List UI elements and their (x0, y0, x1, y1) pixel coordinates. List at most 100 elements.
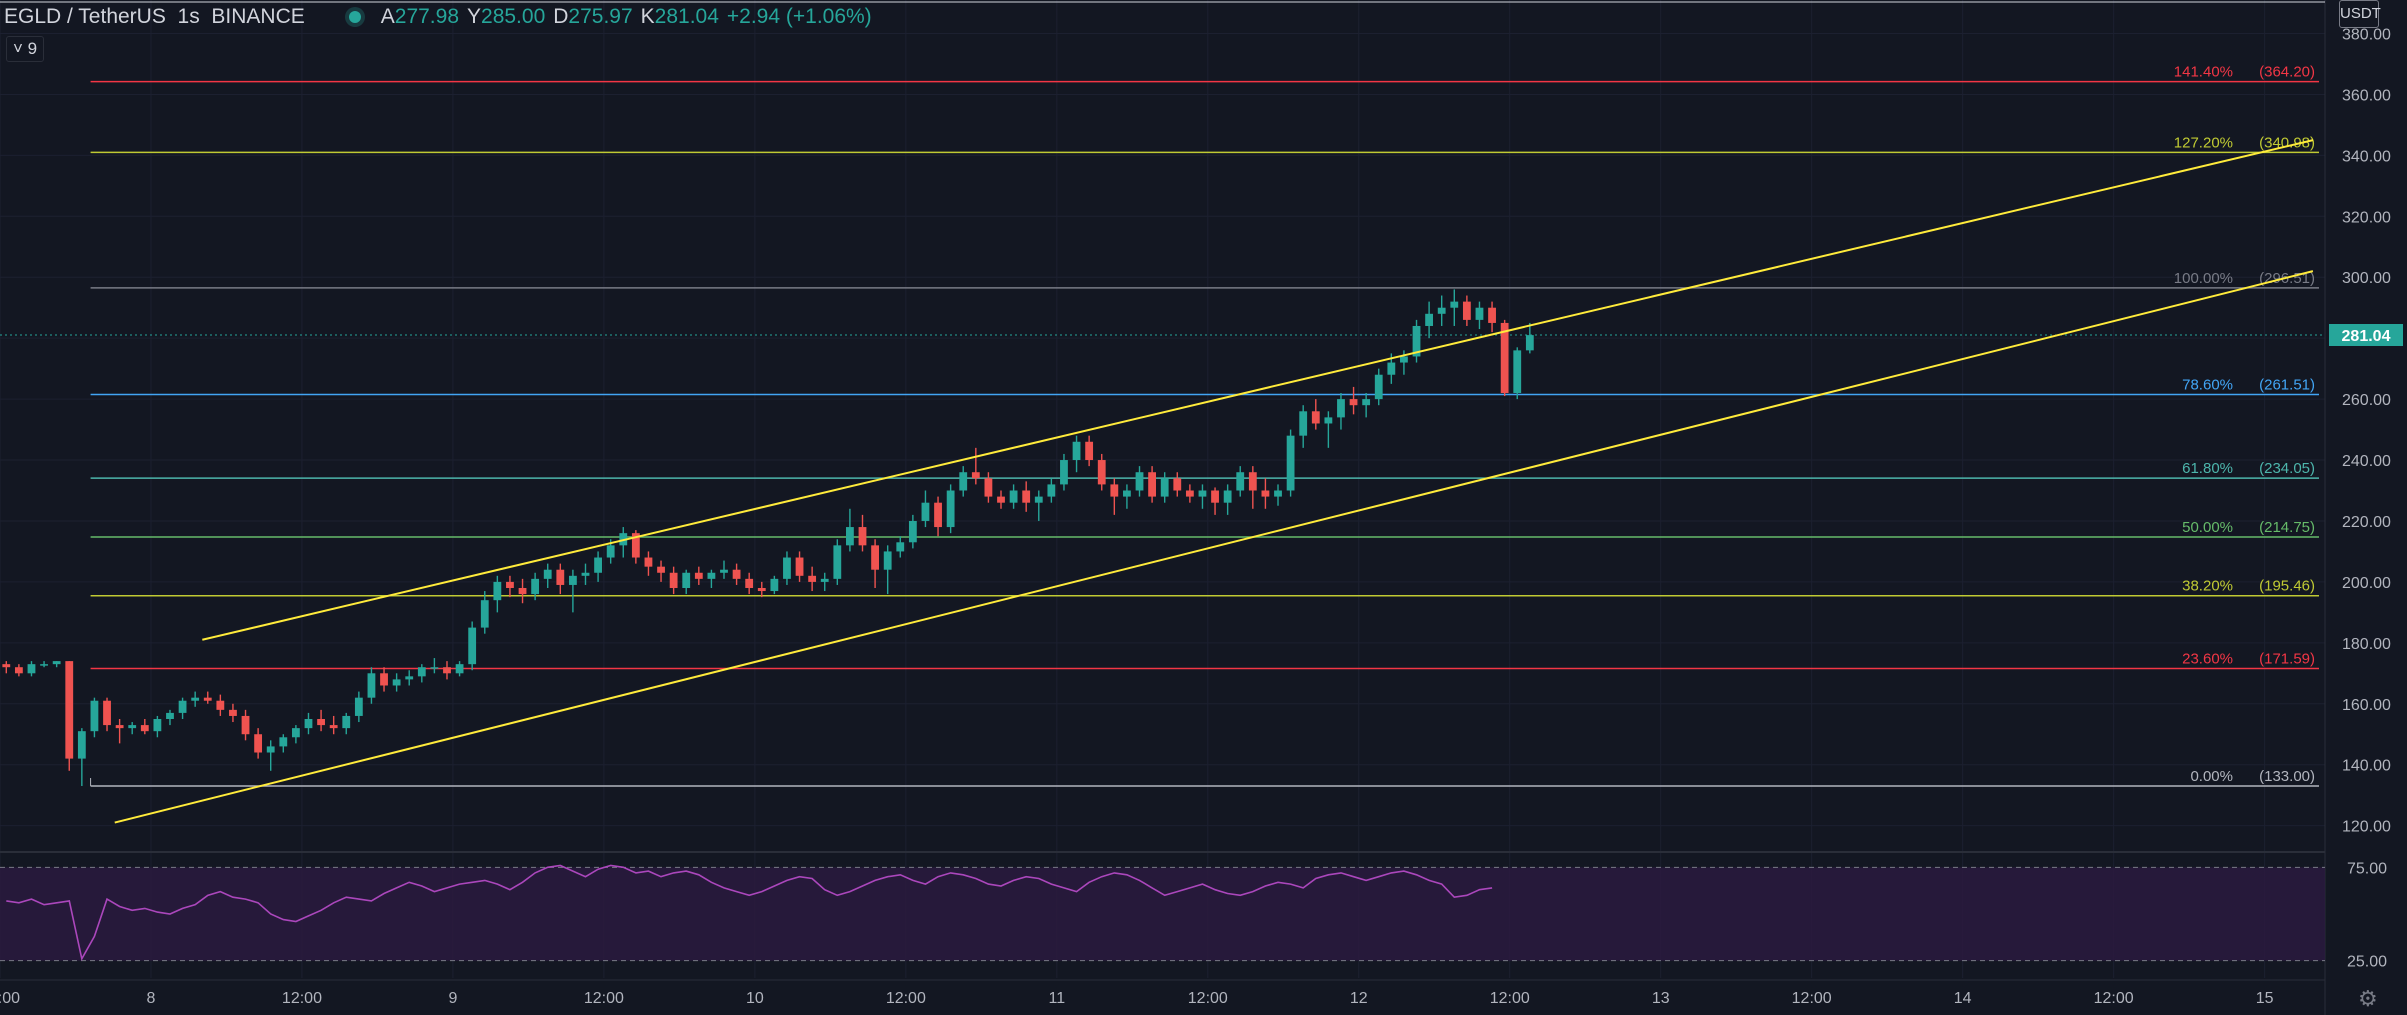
candle-body (657, 566, 665, 573)
candle-body (1425, 313, 1434, 326)
candle-body (1513, 350, 1522, 394)
market-status-icon (348, 11, 361, 23)
x-tick-label: 12:00 (1188, 990, 1228, 1007)
candle-body (757, 587, 766, 592)
candle-body (1274, 490, 1282, 497)
candle-body (1009, 490, 1018, 503)
candle-body (1072, 441, 1081, 461)
candle-body (1412, 325, 1421, 357)
candle-body (128, 725, 137, 729)
candle-body (417, 667, 426, 677)
candle-body (229, 709, 237, 716)
candlesticks (2, 289, 1534, 787)
current-price-label: 281.04 (2342, 328, 2391, 345)
candle-body (166, 712, 174, 719)
x-tick-label: 12:00 (886, 990, 926, 1007)
candle-body (65, 661, 74, 759)
currency-button[interactable]: USDT (2339, 0, 2381, 28)
fib-level-pct: 38.20% (2182, 578, 2233, 595)
candle-body (1123, 490, 1131, 497)
candle-body (820, 578, 829, 582)
fib-level-price: (234.05) (2259, 460, 2315, 477)
rsi-pane[interactable] (0, 864, 2325, 962)
indicators-toggle[interactable]: ˅ 9 (6, 36, 45, 62)
fib-level-pct: 127.20% (2174, 134, 2233, 151)
candle-body (329, 725, 338, 729)
candle-body (1374, 374, 1383, 400)
candle-body (405, 676, 414, 680)
rsi-band (0, 867, 2325, 961)
low-value: 275.97 (568, 5, 633, 28)
candle-body (254, 734, 263, 753)
candle-body (770, 578, 779, 592)
fib-retracement[interactable]: 141.40%(364.20)127.20%(340.98)100.00%(29… (90, 64, 2319, 787)
candle-body (140, 725, 149, 732)
candle-body (594, 557, 602, 573)
candle-body (1400, 356, 1408, 363)
candle-body (468, 627, 477, 665)
trend-channel[interactable] (114, 139, 2314, 824)
candle-body (1198, 490, 1207, 497)
candle-body (1299, 411, 1308, 436)
y-tick-label: 240.00 (2342, 453, 2391, 470)
candle-body (115, 725, 124, 729)
candle-body (568, 575, 577, 585)
y-tick-label: 200.00 (2342, 575, 2391, 592)
candle-body (1286, 435, 1295, 491)
candle-body (40, 664, 48, 666)
candle-body (1437, 307, 1446, 314)
high-value: 285.00 (481, 5, 546, 28)
candle-body (1462, 301, 1471, 320)
candle-body (342, 715, 351, 729)
candle-body (1387, 362, 1396, 375)
candle-body (606, 545, 615, 558)
candle-body (896, 542, 905, 552)
candle-body (14, 667, 23, 674)
y-tick-label: 300.00 (2342, 270, 2391, 287)
fib-level-price: (340.98) (2259, 134, 2315, 151)
candle-body (203, 697, 212, 701)
fib-level-pct: 78.60% (2182, 377, 2233, 394)
candle-body (921, 502, 930, 521)
candle-body (354, 697, 363, 716)
candle-body (1110, 484, 1119, 497)
candle-body (707, 572, 716, 579)
x-tick-label: 12:00 (1792, 990, 1832, 1007)
candle-body (1173, 478, 1182, 491)
candle-body (103, 700, 111, 726)
low-key: D (553, 5, 569, 28)
candle-body (745, 578, 754, 588)
candle-body (1450, 301, 1459, 308)
candle-body (392, 679, 401, 686)
candle-body (178, 700, 187, 713)
fib-level-pct: 141.40% (2174, 64, 2233, 81)
candle-body (1261, 490, 1270, 497)
y-tick-label: 260.00 (2342, 392, 2391, 409)
fib-level-price: (133.00) (2259, 768, 2315, 785)
fib-level-price: (171.59) (2259, 650, 2315, 667)
candle-body (1148, 472, 1157, 497)
candle-body (304, 718, 313, 729)
x-tick-label: 11 (1049, 990, 1066, 1007)
candle-body (480, 600, 489, 628)
x-tick-label: 13 (1652, 990, 1670, 1007)
candle-body (795, 557, 804, 576)
gear-icon[interactable]: ⚙ (2358, 986, 2378, 1011)
fib-level-price: (364.20) (2259, 64, 2315, 81)
candle-body (2, 664, 11, 668)
symbol-header: EGLD / TetherUS 1s BINANCE A 277.98 Y 285.… (4, 2, 880, 32)
candle-body (506, 581, 514, 588)
x-tick-label: 10 (746, 990, 764, 1007)
y-tick-label: 380.00 (2342, 27, 2391, 44)
channel-line (202, 139, 2314, 641)
symbol-title[interactable]: EGLD / TetherUS 1s BINANCE (4, 5, 305, 29)
candle-body (1085, 441, 1094, 461)
axes: 120.00 140.00 160.00 180.00 200.00 220.00 240.… (0, 27, 2403, 1007)
x-tick-label: 8 (147, 990, 156, 1007)
fib-level-price: (195.46) (2259, 578, 2315, 595)
candle-body (644, 557, 653, 567)
candle-body (1311, 411, 1320, 424)
y-tick-label: 360.00 (2342, 87, 2391, 104)
